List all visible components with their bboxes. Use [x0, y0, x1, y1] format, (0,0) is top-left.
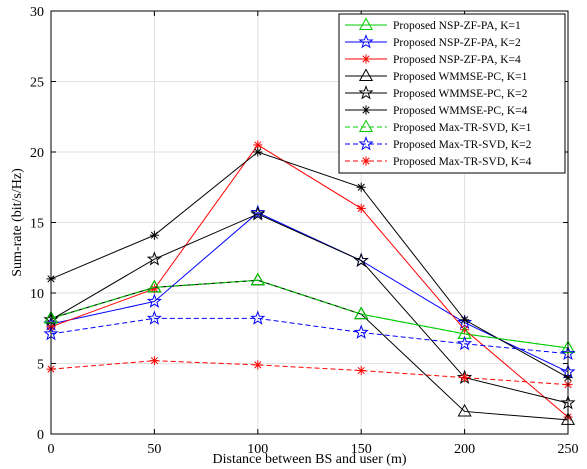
data-point-marker — [149, 356, 159, 366]
legend-item: Proposed WMMSE-PC, K=1 — [345, 68, 528, 83]
legend-marker — [358, 85, 374, 100]
series-line — [50, 279, 569, 421]
x-tick-label: 200 — [454, 442, 475, 457]
y-tick-label: 20 — [30, 146, 44, 161]
legend-item: Proposed WMMSE-PC, K=2 — [345, 85, 528, 100]
data-point-marker — [250, 206, 266, 221]
legend-label: Proposed NSP-ZF-PA, K=1 — [393, 20, 521, 32]
y-tick-label: 10 — [30, 287, 44, 302]
x-tick-label: 100 — [247, 442, 268, 457]
series-line — [50, 144, 569, 418]
legend-item: Proposed NSP-ZF-PA, K=2 — [345, 34, 521, 49]
data-point-marker — [253, 360, 263, 370]
x-tick-label: 0 — [48, 442, 55, 457]
series-2 — [43, 204, 576, 379]
data-point-marker — [250, 310, 266, 325]
legend-label: Proposed Max-TR-SVD, K=1 — [393, 122, 532, 134]
data-point-marker — [356, 182, 366, 192]
series-line — [50, 360, 569, 386]
legend-marker — [358, 34, 374, 49]
legend-label: Proposed WMMSE-PC, K=2 — [393, 88, 528, 100]
series-line — [50, 213, 569, 404]
legend-item: Proposed Max-TR-SVD, K=2 — [345, 136, 532, 151]
y-tick-label: 25 — [30, 76, 44, 91]
legend-label: Proposed Max-TR-SVD, K=2 — [393, 139, 532, 151]
series-line — [50, 317, 569, 355]
x-tick-label: 150 — [351, 442, 372, 457]
y-tick-label: 5 — [37, 358, 44, 373]
data-point-marker — [149, 230, 159, 240]
legend-item: Proposed Max-TR-SVD, K=1 — [345, 119, 532, 134]
data-point-marker — [253, 140, 263, 150]
legend-item: Proposed WMMSE-PC, K=4 — [345, 105, 528, 117]
data-point-marker — [457, 403, 472, 417]
legend-label: Proposed NSP-ZF-PA, K=4 — [393, 54, 521, 66]
y-tick-label: 15 — [30, 217, 44, 232]
series-9 — [46, 356, 573, 390]
data-point-marker — [253, 147, 263, 157]
legend-label: Proposed Max-TR-SVD, K=4 — [393, 156, 532, 168]
data-point-marker — [354, 306, 369, 320]
data-point-marker — [460, 373, 470, 383]
series-line — [50, 212, 569, 373]
data-point-marker — [460, 315, 470, 325]
legend-marker — [358, 17, 374, 30]
legend-item: Proposed NSP-ZF-PA, K=4 — [345, 54, 521, 66]
legend-marker — [358, 119, 374, 132]
legend-marker — [361, 105, 371, 115]
series-1 — [43, 272, 576, 353]
legend-item: Proposed Max-TR-SVD, K=4 — [345, 156, 532, 168]
data-point-marker — [353, 324, 369, 339]
legend-label: Proposed WMMSE-PC, K=4 — [393, 105, 528, 117]
series-line — [50, 151, 569, 379]
legend-marker — [361, 156, 371, 166]
y-tick-label: 0 — [37, 428, 44, 443]
y-tick-label: 30 — [30, 5, 44, 20]
data-point-marker — [147, 279, 162, 293]
series-6 — [46, 147, 573, 383]
data-point-marker — [356, 203, 366, 213]
series-8 — [43, 310, 576, 361]
data-point-marker — [146, 310, 162, 325]
legend-label: Proposed WMMSE-PC, K=1 — [393, 71, 528, 83]
y-axis-label: Sum-rate (bit/s/Hz) — [10, 168, 25, 277]
series-7 — [43, 272, 576, 353]
data-point-marker — [250, 204, 266, 220]
series-lines — [43, 140, 576, 425]
series-line — [50, 279, 569, 349]
data-point-marker — [250, 272, 265, 286]
legend-marker — [361, 54, 371, 64]
legend-marker — [358, 68, 374, 81]
data-point-marker — [457, 335, 473, 351]
data-point-marker — [353, 252, 369, 268]
legend-item: Proposed NSP-ZF-PA, K=1 — [345, 17, 521, 32]
data-point-marker — [356, 365, 366, 376]
legend-label: Proposed NSP-ZF-PA, K=2 — [393, 37, 521, 49]
x-tick-label: 250 — [558, 442, 579, 457]
legend: Proposed NSP-ZF-PA, K=1 Proposed NSP-ZF-P… — [338, 13, 566, 174]
x-axis-label: Distance between BS and user (m) — [213, 452, 407, 467]
series-5 — [43, 206, 576, 410]
legend-marker — [358, 136, 374, 151]
data-point-marker — [146, 293, 162, 308]
data-point-marker — [146, 251, 162, 266]
x-tick-label: 50 — [147, 442, 161, 457]
